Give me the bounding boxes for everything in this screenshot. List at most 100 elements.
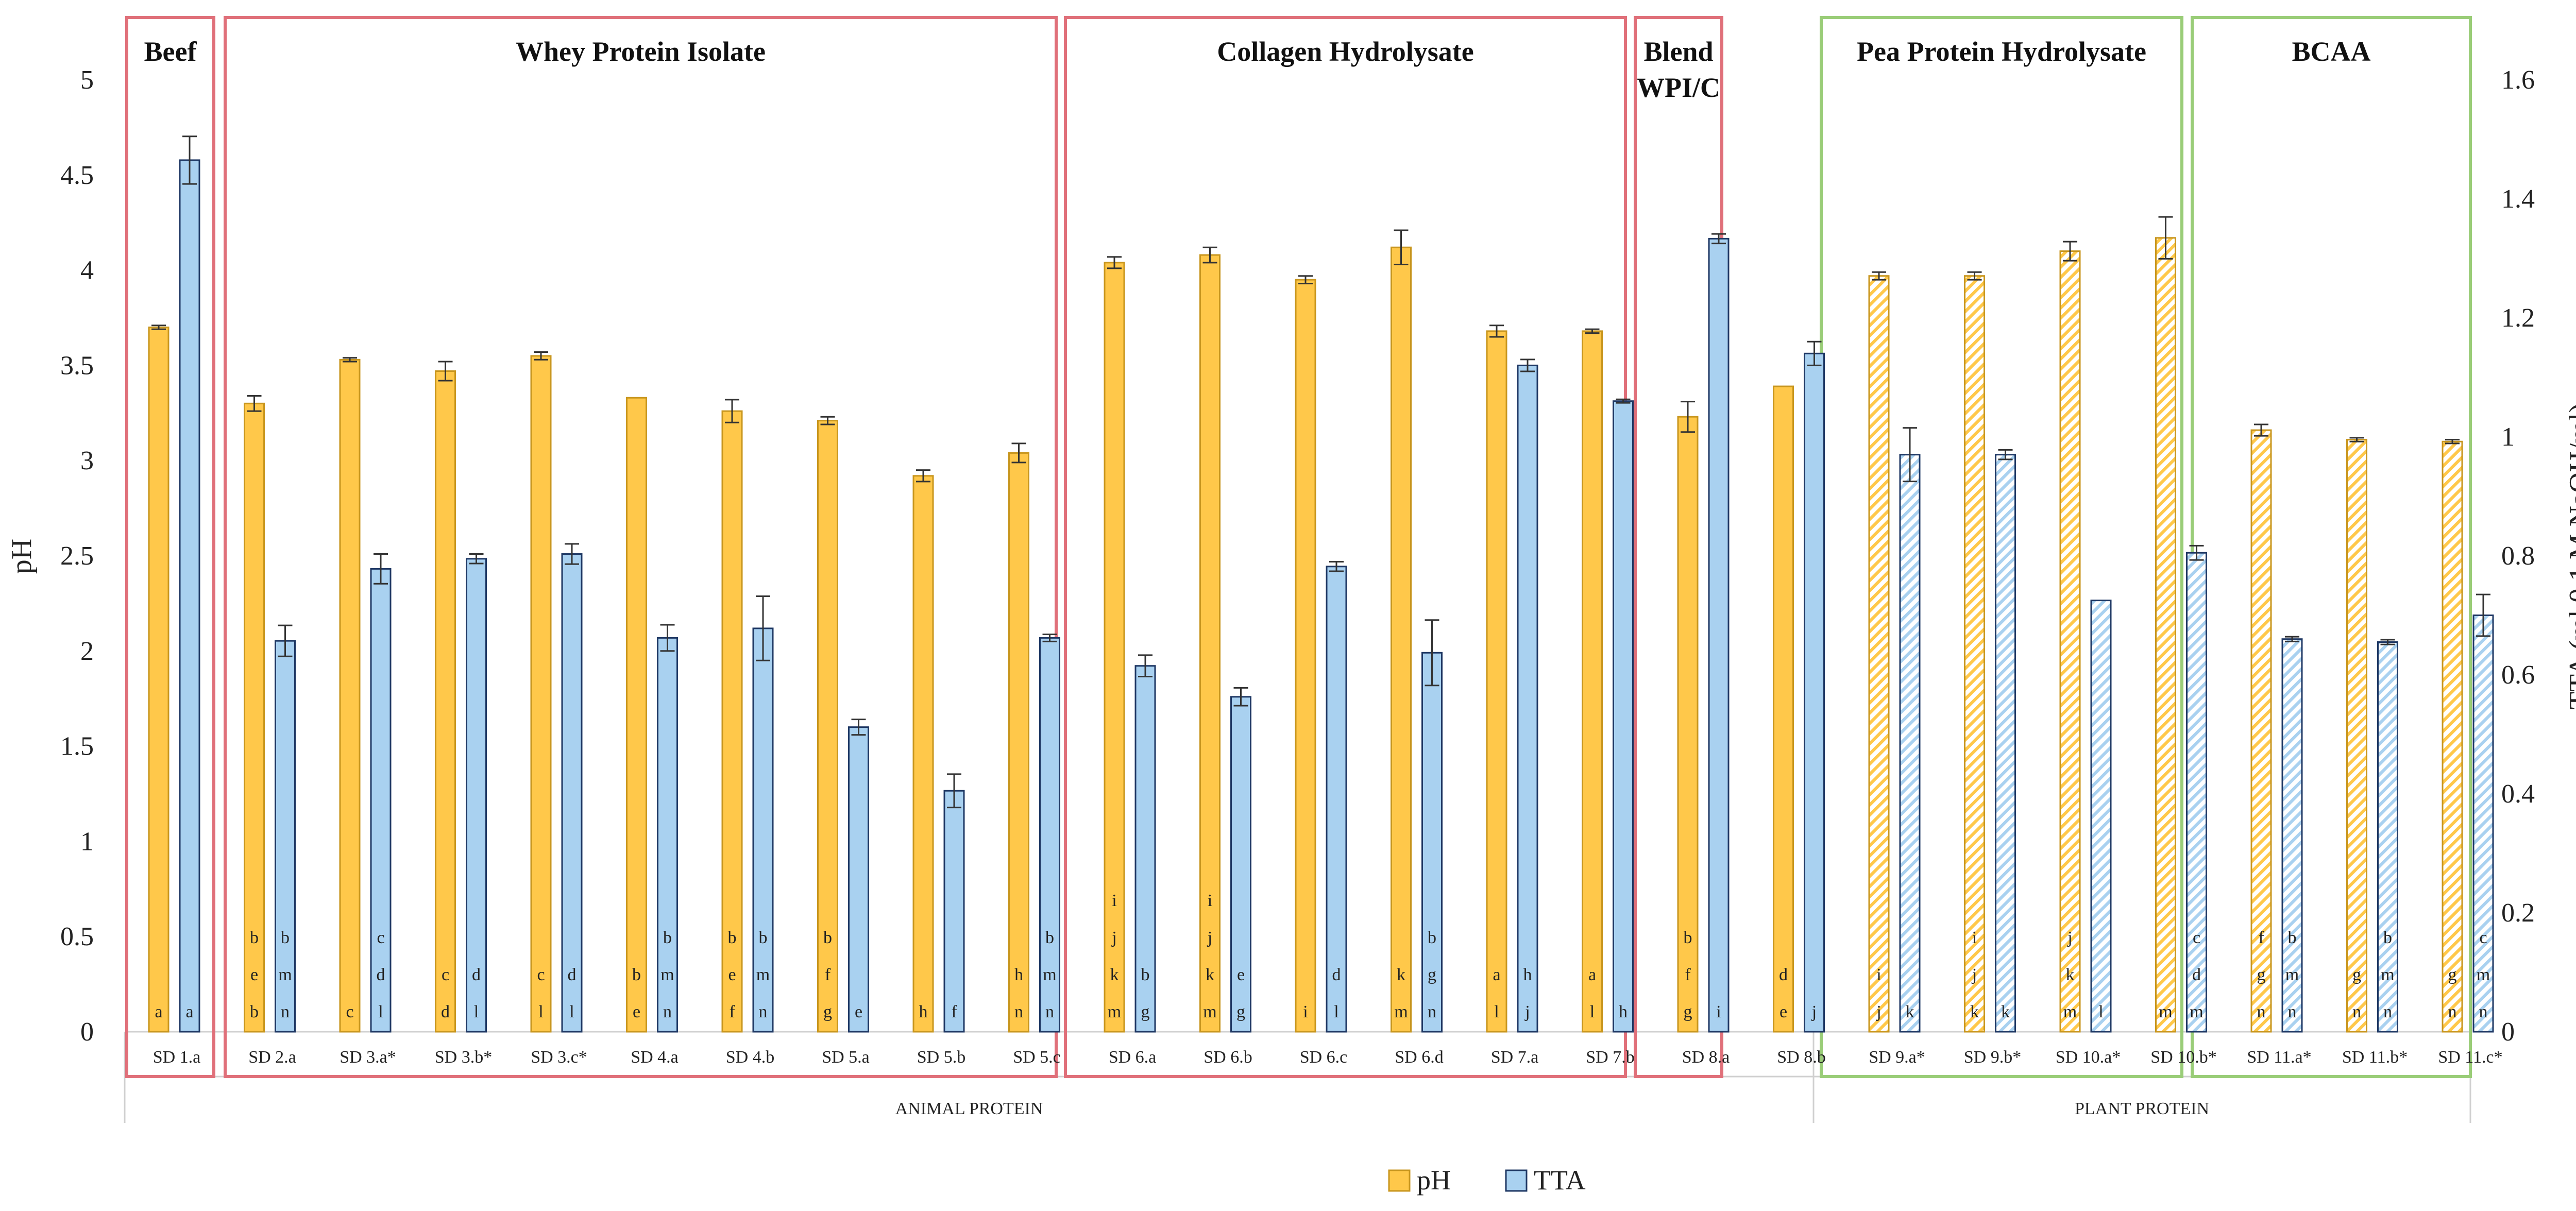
ph-significance-letter: l <box>1494 1002 1499 1021</box>
ph-significance-letter: g <box>1684 1002 1692 1021</box>
ph-significance-letter: n <box>2257 1002 2266 1021</box>
tta-significance-letter: b <box>1141 965 1150 984</box>
ph-significance-letter: c <box>346 1002 353 1021</box>
sample-label: SD 1.a <box>153 1048 201 1067</box>
tta-significance-letter: d <box>1332 965 1341 984</box>
tta-significance-letter: d <box>2192 965 2201 984</box>
tta-significance-letter: m <box>660 965 674 984</box>
ph-significance-letter: f <box>729 1002 735 1021</box>
tta-significance-letter: l <box>1334 1002 1338 1021</box>
left-tick-label: 4 <box>80 256 94 285</box>
right-tick-label: 0.2 <box>2501 898 2535 928</box>
tta-bar <box>1517 364 1538 1033</box>
tta-bar <box>1995 454 2016 1033</box>
right-tick-label: 0.8 <box>2501 541 2535 571</box>
ph-bar <box>817 420 838 1033</box>
tta-significance-letter: l <box>569 1002 574 1021</box>
sample-label: SD 7.a <box>1491 1048 1539 1067</box>
ph-significance-letter: l <box>1590 1002 1595 1021</box>
ph-significance-letter: a <box>1588 965 1596 984</box>
ph-significance-letter: a <box>155 1002 162 1021</box>
left-tick-label: 2.5 <box>60 541 94 571</box>
tta-significance-letter: h <box>1619 1002 1628 1021</box>
ph-significance-letter: a <box>1493 965 1500 984</box>
tta-significance-letter: m <box>2285 965 2299 984</box>
right-tick-label: 1.2 <box>2501 303 2535 333</box>
ph-significance-letter: j <box>2067 928 2072 947</box>
tta-significance-letter: h <box>1523 965 1532 984</box>
tta-significance-letter: c <box>2479 928 2487 947</box>
tta-significance-letter: i <box>1716 1002 1721 1021</box>
ph-bar <box>626 397 647 1033</box>
tta-significance-letter: n <box>1428 1002 1436 1021</box>
tta-significance-letter: g <box>1141 1002 1150 1021</box>
ph-significance-letter: l <box>538 1002 543 1021</box>
left-tick-label: 3 <box>80 446 94 475</box>
tta-significance-letter: n <box>281 1002 290 1021</box>
ph-bar <box>1582 330 1603 1033</box>
tta-bar <box>1326 566 1347 1033</box>
left-tick-label: 3.5 <box>60 351 94 380</box>
sample-label: SD 3.a* <box>340 1048 396 1067</box>
tta-significance-letter: l <box>474 1002 479 1021</box>
group-title: Whey Protein Isolate <box>516 36 766 67</box>
ph-significance-letter: m <box>1108 1002 1121 1021</box>
ph-significance-letter: b <box>250 1002 259 1021</box>
ph-significance-letter: j <box>1111 928 1116 947</box>
ph-bar <box>1295 279 1316 1033</box>
tta-bar <box>752 627 774 1033</box>
ph-significance-letter: j <box>1207 928 1212 947</box>
ph-significance-letter: m <box>1394 1002 1408 1021</box>
tta-bar <box>1039 637 1060 1033</box>
tta-significance-letter: e <box>855 1002 862 1021</box>
tta-significance-letter: b <box>1045 928 1054 947</box>
tta-bar <box>848 726 869 1033</box>
ph-bar <box>1199 254 1221 1033</box>
left-tick-label: 0.5 <box>60 922 94 951</box>
ph-significance-letter: g <box>2257 965 2266 984</box>
ph-bar <box>1868 275 1890 1033</box>
right-tick-label: 1 <box>2501 422 2515 452</box>
left-tick-label: 4.5 <box>60 161 94 190</box>
ph-significance-letter: f <box>2258 928 2264 947</box>
ph-significance-letter: b <box>250 928 259 947</box>
ph-significance-letter: j <box>1972 965 1977 984</box>
ph-bar <box>148 326 170 1033</box>
ph-bar <box>2155 237 2176 1033</box>
group-box <box>224 16 1058 1078</box>
group-title: BCAA <box>2292 36 2370 67</box>
sample-label: SD 2.a <box>248 1048 296 1067</box>
tta-significance-letter: b <box>281 928 290 947</box>
tta-significance-letter: n <box>2288 1002 2297 1021</box>
right-tick-label: 1.4 <box>2501 184 2535 214</box>
tta-significance-letter: b <box>663 928 672 947</box>
sample-label: SD 6.d <box>1395 1048 1443 1067</box>
tta-significance-letter: e <box>1237 965 1245 984</box>
tta-significance-letter: m <box>2190 1002 2203 1021</box>
tta-significance-letter: f <box>951 1002 957 1021</box>
tta-bar <box>561 553 583 1033</box>
tta-bar <box>275 640 296 1033</box>
ph-bar <box>1104 262 1125 1033</box>
sample-label: SD 6.a <box>1109 1048 1157 1067</box>
tta-significance-letter: k <box>1906 1002 1914 1021</box>
right-tick-label: 1.6 <box>2501 65 2535 95</box>
tta-bar <box>1613 400 1634 1033</box>
legend-swatch <box>1505 1169 1528 1192</box>
left-tick-label: 5 <box>80 65 94 95</box>
tta-significance-letter: d <box>472 965 481 984</box>
ph-significance-letter: i <box>1876 965 1881 984</box>
tta-significance-letter: m <box>2381 965 2394 984</box>
tta-bar <box>2186 552 2207 1033</box>
tta-significance-letter: m <box>1043 965 1056 984</box>
sample-label: SD 8.b <box>1777 1048 1825 1067</box>
sample-label: SD 9.b* <box>1964 1048 2021 1067</box>
ph-bar <box>1486 330 1507 1033</box>
ph-significance-letter: n <box>1014 1002 1023 1021</box>
ph-bar <box>912 475 934 1033</box>
ph-significance-letter: d <box>441 1002 450 1021</box>
ph-significance-letter: c <box>537 965 545 984</box>
ph-bar <box>339 359 361 1033</box>
left-tick-label: 1 <box>80 827 94 856</box>
category-label: ANIMAL PROTEIN <box>895 1099 1043 1118</box>
